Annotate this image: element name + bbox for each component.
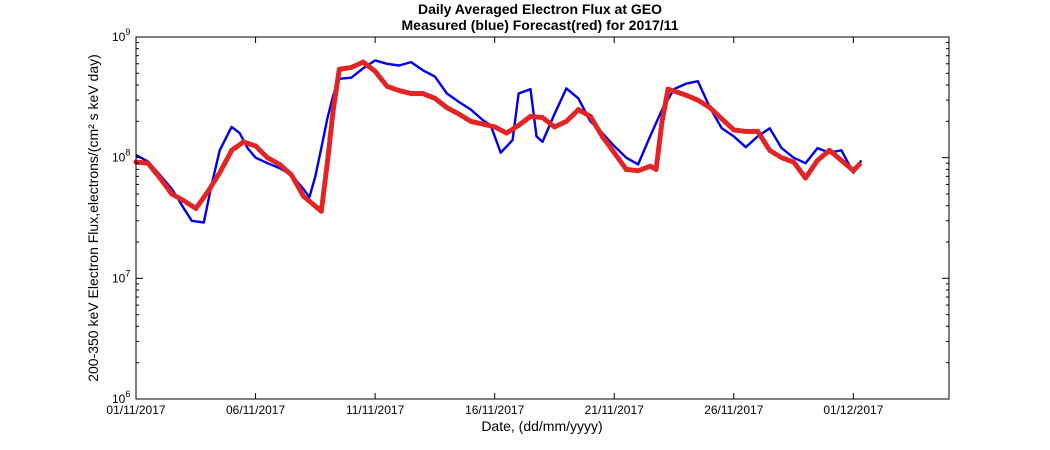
measured-series-line: [135, 59, 863, 224]
y-tick-exponent: 7: [125, 268, 130, 278]
chart-title: Daily Averaged Electron Flux at GEO: [418, 1, 662, 17]
forecast-point: [856, 161, 862, 167]
x-tick-label: 11/11/2017: [346, 403, 405, 417]
y-tick-exponent: 8: [125, 148, 130, 158]
x-tick-label: 16/11/2017: [465, 403, 524, 417]
x-tick-label: 01/12/2017: [823, 403, 883, 417]
y-tick-exponent: 9: [125, 27, 130, 37]
y-tick-base: 10: [112, 392, 126, 406]
y-tick-base: 10: [112, 30, 126, 44]
y-tick-label: 107: [112, 268, 130, 285]
y-tick-label: 108: [112, 148, 130, 165]
x-axis-label: Date, (dd/mm/yyyy): [481, 418, 602, 434]
y-tick-exponent: 6: [125, 389, 130, 399]
y-tick-label: 106: [112, 389, 130, 406]
x-tick-label: 21/11/2017: [585, 403, 644, 417]
x-axis-ticks: 01/11/2017 06/11/2017 11/11/2017 16/11/2017…: [106, 37, 884, 417]
x-tick-label: 26/11/2017: [704, 403, 763, 417]
chart-subtitle: Measured (blue) Forecast(red) for 2017/1…: [402, 17, 679, 33]
y-tick-base: 10: [112, 151, 126, 165]
y-tick-base: 10: [112, 271, 126, 285]
series-layer: [133, 59, 863, 224]
x-tick-label: 06/11/2017: [226, 403, 285, 417]
y-axis-label: 200-350 keV Electron Flux,electrons/(cm²…: [85, 54, 101, 382]
plot-frame: [135, 36, 950, 400]
y-tick-label: 109: [112, 27, 130, 44]
x-tick-label: 01/11/2017: [106, 403, 165, 417]
